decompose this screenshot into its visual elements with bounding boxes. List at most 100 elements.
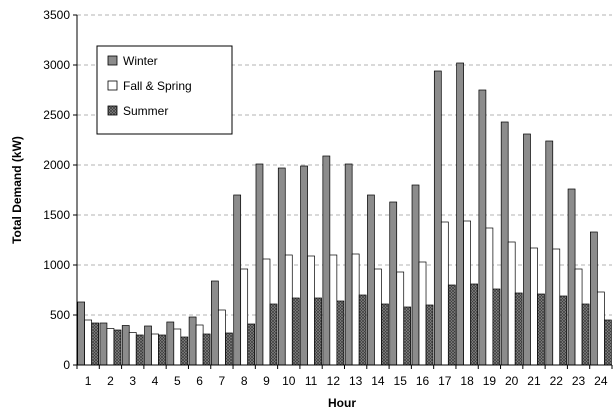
y-tick-label: 500 xyxy=(50,308,70,322)
x-tick-label: 18 xyxy=(460,374,474,388)
legend-label-winter: Winter xyxy=(123,54,158,68)
x-tick-label: 21 xyxy=(527,374,541,388)
bar-winter-hour-5 xyxy=(166,321,175,366)
bar-summer-hour-16 xyxy=(425,304,434,366)
bar-summer-hour-23 xyxy=(581,303,590,366)
bar-summer-hour-21 xyxy=(537,293,545,366)
bar-fall-spring-hour-3 xyxy=(128,332,137,366)
bar-summer-hour-10 xyxy=(291,297,300,366)
bar-fall-spring-hour-11 xyxy=(307,255,315,366)
bar-winter-hour-6 xyxy=(188,316,197,366)
bar-fall-spring-hour-22 xyxy=(552,248,561,366)
x-tick-label: 12 xyxy=(327,374,341,388)
y-axis-title: Total Demand (kW) xyxy=(10,136,24,244)
x-tick-label: 11 xyxy=(305,374,318,388)
bar-summer-hour-15 xyxy=(403,306,412,366)
x-tick-label: 4 xyxy=(152,374,159,388)
bar-fall-spring-hour-5 xyxy=(173,328,182,366)
x-tick-label: 17 xyxy=(438,374,452,388)
bar-fall-spring-hour-1 xyxy=(84,319,92,366)
x-tick-label: 19 xyxy=(483,374,497,388)
bar-fall-spring-hour-18 xyxy=(463,220,471,366)
bar-winter-hour-24 xyxy=(590,231,598,366)
bar-fall-spring-hour-8 xyxy=(240,268,249,366)
bar-winter-hour-23 xyxy=(567,188,576,366)
bar-fall-spring-hour-24 xyxy=(597,291,605,366)
bars-group xyxy=(77,62,612,366)
axes-group xyxy=(73,14,613,369)
bar-winter-hour-15 xyxy=(389,201,398,366)
bar-winter-hour-2 xyxy=(99,322,108,366)
bar-fall-spring-hour-7 xyxy=(218,309,226,366)
x-tick-labels: 1 2 3 4 5 6 7 8 9 10 11 12 13 14 15 16 17 18 19 20 21 22 23 24 xyxy=(85,374,608,388)
bar-summer-hour-2 xyxy=(113,329,122,366)
bar-summer-hour-14 xyxy=(381,303,389,366)
x-tick-label: 8 xyxy=(241,374,248,388)
bar-winter-hour-1 xyxy=(77,301,85,366)
bar-fall-spring-hour-14 xyxy=(374,268,382,366)
bar-fall-spring-hour-4 xyxy=(151,333,159,366)
bar-fall-spring-hour-20 xyxy=(507,241,516,366)
bar-fall-spring-hour-6 xyxy=(195,324,204,366)
bar-winter-hour-17 xyxy=(433,70,442,366)
y-tick-label: 2500 xyxy=(43,108,70,122)
x-tick-label: 10 xyxy=(282,374,296,388)
bar-summer-hour-20 xyxy=(514,292,523,366)
bar-fall-spring-hour-12 xyxy=(329,254,338,366)
bar-summer-hour-5 xyxy=(180,336,189,366)
y-tick-label: 2000 xyxy=(43,158,70,172)
bar-summer-hour-17 xyxy=(447,284,456,366)
bar-winter-hour-19 xyxy=(478,89,487,366)
x-axis-title: Hour xyxy=(328,396,356,410)
bar-fall-spring-hour-17 xyxy=(440,221,449,366)
x-tick-label: 9 xyxy=(263,374,270,388)
legend-label-fall-spring: Fall & Spring xyxy=(123,79,192,93)
bar-winter-hour-10 xyxy=(277,167,286,366)
legend-swatch-fall-spring xyxy=(107,80,118,91)
x-tick-label: 24 xyxy=(594,374,608,388)
x-tick-label: 3 xyxy=(129,374,136,388)
x-tick-label: 22 xyxy=(550,374,564,388)
legend-swatch-summer xyxy=(107,105,118,116)
bar-winter-hour-7 xyxy=(211,280,219,366)
legend-box xyxy=(96,45,233,135)
bar-summer-hour-7 xyxy=(225,332,233,366)
y-tick-label: 0 xyxy=(63,358,70,372)
bar-summer-hour-6 xyxy=(202,333,211,366)
x-tick-label: 1 xyxy=(85,374,92,388)
bar-fall-spring-hour-21 xyxy=(530,247,538,366)
bar-fall-spring-hour-10 xyxy=(284,254,293,366)
y-tick-label: 3500 xyxy=(43,8,70,22)
bar-winter-hour-8 xyxy=(233,194,242,366)
bar-winter-hour-21 xyxy=(523,133,531,366)
bar-winter-hour-22 xyxy=(545,140,554,366)
bar-fall-spring-hour-15 xyxy=(396,271,405,366)
bar-winter-hour-3 xyxy=(121,325,130,366)
bar-summer-hour-3 xyxy=(135,334,144,366)
bar-fall-spring-hour-23 xyxy=(574,268,583,366)
bar-winter-hour-9 xyxy=(255,163,264,366)
bar-fall-spring-hour-16 xyxy=(418,261,427,366)
x-tick-label: 7 xyxy=(219,374,226,388)
x-tick-label: 15 xyxy=(394,374,408,388)
x-tick-label: 2 xyxy=(107,374,114,388)
bar-summer-hour-4 xyxy=(158,334,166,366)
grid-lines xyxy=(77,14,612,316)
bar-winter-hour-12 xyxy=(322,155,331,366)
bar-summer-hour-8 xyxy=(247,323,256,366)
legend: Winter Fall & Spring Summer xyxy=(96,45,233,135)
bar-summer-hour-11 xyxy=(314,297,322,366)
x-tick-label: 14 xyxy=(371,374,385,388)
bar-summer-hour-1 xyxy=(91,322,99,366)
bar-summer-hour-18 xyxy=(470,283,478,366)
x-tick-label: 6 xyxy=(196,374,203,388)
bar-fall-spring-hour-19 xyxy=(485,227,494,366)
x-tick-label: 23 xyxy=(572,374,586,388)
x-tick-label: 13 xyxy=(349,374,363,388)
x-tick-label: 16 xyxy=(416,374,430,388)
bar-winter-hour-20 xyxy=(500,121,509,366)
bar-summer-hour-9 xyxy=(269,303,278,366)
bar-summer-hour-12 xyxy=(336,300,345,366)
bar-fall-spring-hour-13 xyxy=(351,253,360,366)
